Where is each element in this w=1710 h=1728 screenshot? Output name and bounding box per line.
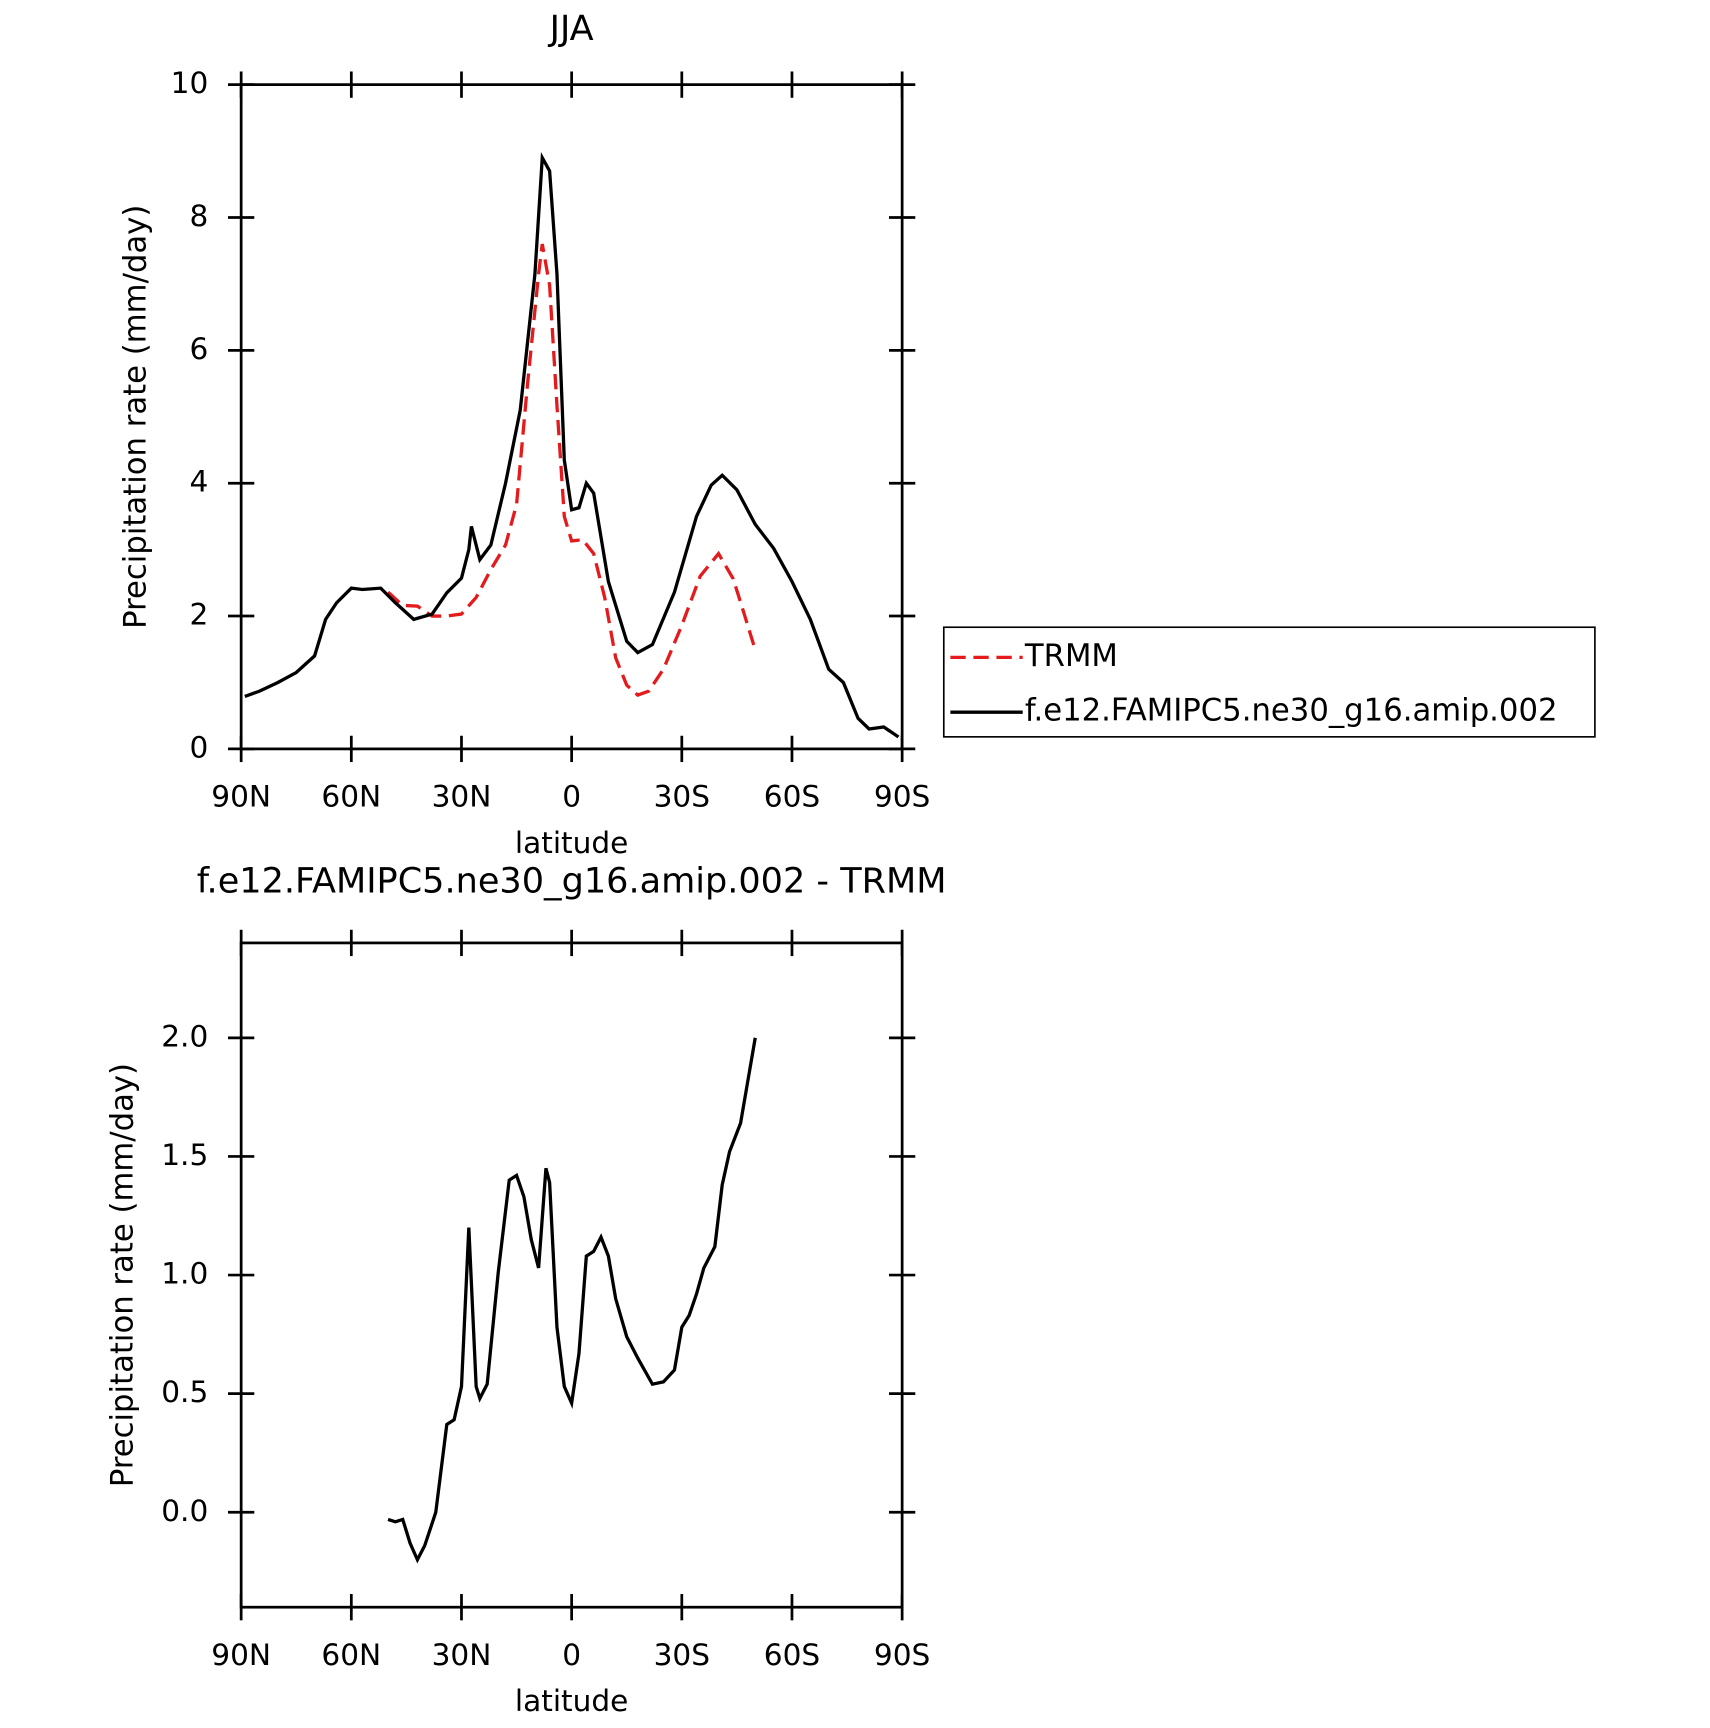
series-line — [387, 1037, 757, 1564]
y-axis-label: Precipitation rate (mm/day) — [105, 1063, 140, 1487]
y-tick-label: 0.0 — [161, 1494, 208, 1528]
x-tick-label: 0 — [562, 780, 581, 814]
y-tick-label: 1.5 — [161, 1138, 208, 1172]
y-tick-label: 4 — [189, 465, 208, 499]
series-line — [244, 151, 900, 739]
x-tick-label: 30S — [654, 780, 710, 814]
x-tick-label: 90N — [211, 780, 271, 814]
chart-title: JJA — [548, 8, 594, 49]
y-tick-label: 2.0 — [161, 1019, 208, 1053]
y-tick-label: 6 — [189, 332, 208, 366]
x-tick-label: 60N — [321, 780, 381, 814]
legend-box — [942, 626, 1596, 738]
y-tick-label: 8 — [189, 199, 208, 233]
x-tick-label: 90N — [211, 1638, 271, 1672]
chart-title: f.e12.FAMIPC5.ne30_g16.amip.002 - TRMM — [197, 861, 947, 902]
x-axis-label: latitude — [515, 826, 628, 860]
x-axis-label: latitude — [515, 1684, 628, 1718]
legend-label: f.e12.FAMIPC5.ne30_g16.amip.002 — [1025, 694, 1558, 729]
x-tick-label: 30N — [432, 1638, 492, 1672]
x-tick-label: 30N — [432, 780, 492, 814]
y-tick-label: 0.5 — [161, 1375, 208, 1409]
x-tick-label: 30S — [654, 1638, 710, 1672]
y-tick-label: 10 — [171, 66, 209, 100]
plot-frame — [239, 83, 904, 751]
x-tick-label: 60N — [321, 1638, 381, 1672]
x-tick-label: 60S — [764, 1638, 820, 1672]
x-tick-label: 0 — [562, 1638, 581, 1672]
y-axis-label: Precipitation rate (mm/day) — [119, 205, 154, 629]
legend-label: TRMM — [1024, 639, 1118, 674]
x-tick-label: 90S — [874, 780, 930, 814]
x-tick-label: 90S — [874, 1638, 930, 1672]
y-tick-label: 2 — [189, 598, 208, 632]
y-tick-label: 0 — [189, 730, 208, 764]
plot-frame — [239, 941, 904, 1609]
x-tick-label: 60S — [764, 780, 820, 814]
y-tick-label: 1.0 — [161, 1257, 208, 1291]
series-line — [386, 243, 757, 697]
